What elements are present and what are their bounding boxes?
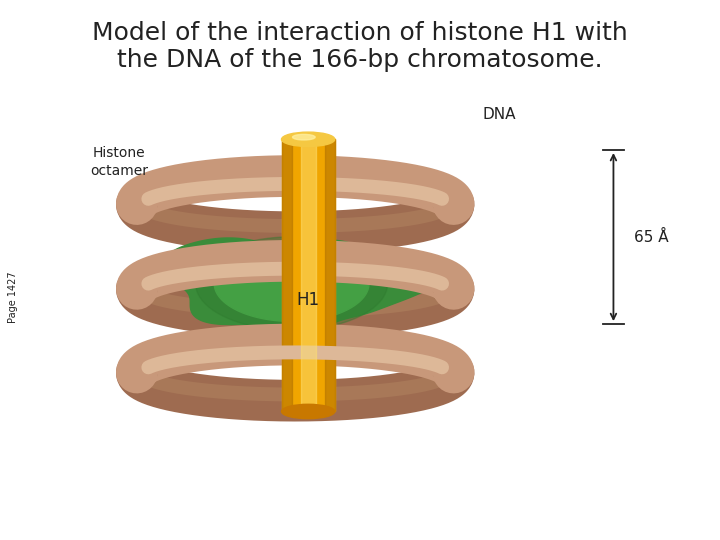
Text: DNA: DNA — [482, 107, 516, 122]
Bar — [282, 139, 335, 411]
Text: Model of the interaction of histone H1 with: Model of the interaction of histone H1 w… — [92, 21, 628, 44]
Text: H1: H1 — [297, 291, 320, 309]
Text: 65 Å: 65 Å — [634, 230, 668, 245]
Text: the DNA of the 166-bp chromatosome.: the DNA of the 166-bp chromatosome. — [117, 48, 603, 71]
Ellipse shape — [292, 134, 315, 140]
Polygon shape — [213, 247, 246, 280]
Polygon shape — [163, 238, 440, 335]
Polygon shape — [215, 246, 369, 321]
Ellipse shape — [282, 132, 335, 146]
Text: Histone
octamer: Histone octamer — [90, 146, 148, 178]
Bar — [301, 139, 315, 411]
Polygon shape — [196, 237, 387, 330]
Text: Page 1427: Page 1427 — [8, 271, 18, 323]
Bar — [325, 139, 335, 411]
Ellipse shape — [282, 404, 335, 418]
Bar — [282, 139, 292, 411]
